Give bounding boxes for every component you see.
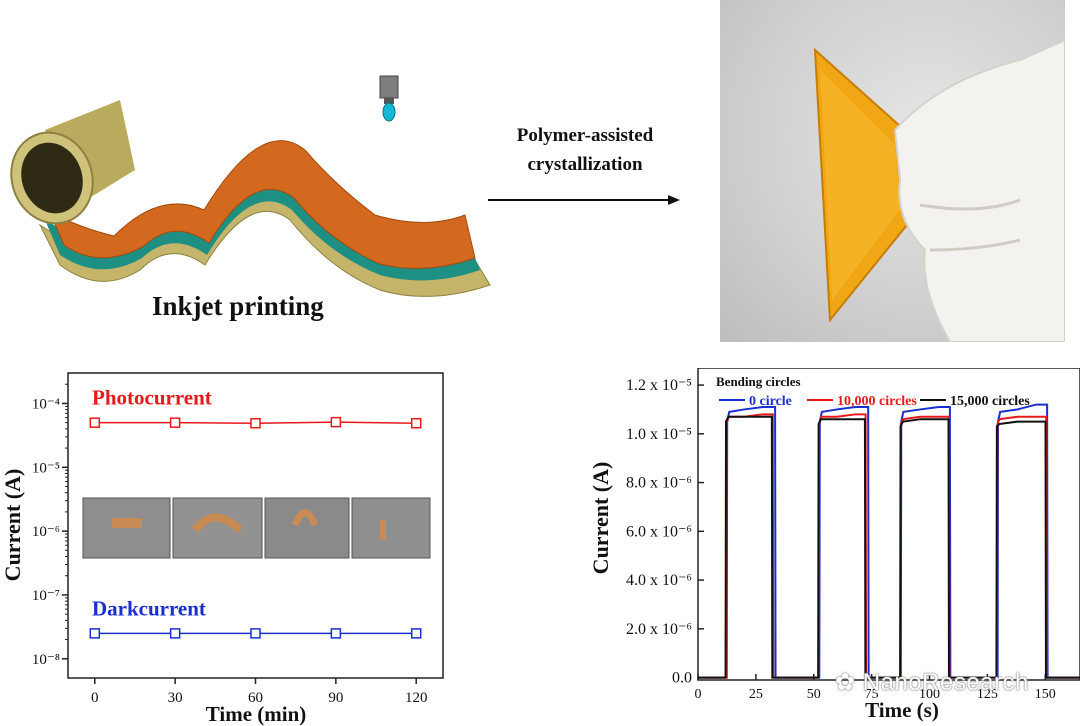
chart1-point	[250, 417, 261, 429]
inkjet-printing-illustration	[10, 75, 491, 297]
chart2-ytick-label: 1.0 x 10⁻⁵	[626, 426, 692, 443]
bending-photos-inset	[82, 497, 431, 559]
chart1-ytick-label: 10⁻⁴	[32, 396, 60, 412]
chart1-series-label-1: Darkcurrent	[92, 596, 206, 620]
roller-hole	[21, 142, 83, 214]
chart1-point	[410, 628, 422, 639]
chart2-ytick-label: 4.0 x 10⁻⁶	[626, 572, 692, 589]
chart1-xtick-label: 60	[248, 690, 263, 706]
chart2-legend-label-0: 0 circle	[749, 394, 792, 409]
chart2-xtick-label: 150	[1035, 687, 1056, 702]
chart2-xtick-label: 125	[977, 687, 998, 702]
chart1-point	[89, 417, 101, 428]
chart2-plot-frame	[697, 368, 1080, 681]
chart1-point	[169, 417, 181, 428]
chart2-xlabel: Time (s)	[865, 698, 939, 722]
watermark-text: NanoResearch	[862, 669, 1029, 696]
chart1-point	[89, 628, 101, 639]
chart2-legend-label-1: 10,000 circles	[837, 394, 917, 409]
arrow-label-line2: crystallization	[527, 154, 643, 175]
chart1-xtick-label: 90	[328, 690, 343, 706]
chart2-xtick-label: 50	[807, 687, 821, 702]
inset-photo-3	[264, 497, 350, 559]
bending-chart: 0 25 50 75 100 125 150 0.0 2.0 x 10⁻⁶ 4.0 x 10⁻⁶ 6…	[590, 368, 1080, 722]
chart2-legend-label-2: 15,000 circles	[950, 394, 1030, 409]
chart1-xtick-label: 0	[91, 690, 99, 706]
chart2-xtick-label: 0	[695, 687, 702, 702]
chart1-point	[169, 628, 181, 639]
inkjet-nozzle	[379, 75, 399, 99]
chart1-point	[330, 416, 342, 428]
chart1-ytick-label: 10⁻⁸	[32, 652, 60, 668]
inset-photo-4	[351, 497, 431, 559]
chart1-point	[330, 628, 342, 639]
chart1-series-label-0: Photocurrent	[92, 386, 212, 410]
chart2-ytick-label: 0.0	[672, 670, 692, 687]
chart2-xtick-label: 100	[919, 687, 940, 702]
chart1-ytick-label: 10⁻⁵	[32, 460, 60, 476]
chart1-ytick-label: 10⁻⁷	[32, 588, 60, 604]
process-arrow	[488, 195, 680, 205]
chart1-xtick-label: 30	[168, 690, 183, 706]
flexible-film-photo	[720, 0, 1065, 342]
arrow-label-line1: Polymer-assisted	[516, 125, 654, 146]
chart2-ytick-label: 8.0 x 10⁻⁶	[626, 475, 692, 492]
chart1-point	[410, 417, 422, 429]
nozzle-tip	[384, 98, 394, 104]
chart2-ytick-label: 1.2 x 10⁻⁵	[626, 377, 692, 394]
orange-film-layer	[48, 140, 476, 269]
watermark-icon: ✿	[835, 669, 863, 696]
stability-chart: 0 30 60 90 120 10⁻⁸ 10⁻⁷ 10⁻⁶ 10⁻⁵ 10⁻⁴ Photocurr…	[0, 372, 444, 726]
chart2-xtick-label: 75	[865, 687, 879, 702]
gloved-hand	[893, 38, 1065, 342]
inkjet-printing-label: Inkjet printing	[152, 291, 324, 321]
chart1-xtick-label: 120	[405, 690, 428, 706]
chart2-ylabel: Current (A)	[590, 462, 613, 575]
chart1-ytick-label: 10⁻⁶	[32, 524, 60, 540]
ink-droplet	[382, 102, 396, 122]
chart1-point	[250, 628, 261, 639]
watermark: ✿ NanoResearch	[835, 668, 1029, 697]
chart2-ytick-label: 6.0 x 10⁻⁶	[626, 523, 692, 540]
chart2-ytick-label: 2.0 x 10⁻⁶	[626, 621, 692, 638]
chart2-legend-title: Bending circles	[716, 374, 801, 389]
arrow-label: Polymer-assisted crystallization	[470, 121, 700, 179]
chart1-ylabel: Current (A)	[0, 469, 25, 582]
chart2-series-line-2	[698, 415, 1080, 679]
inset-photo-2	[172, 497, 263, 559]
chart2-xtick-label: 25	[749, 687, 763, 702]
chart1-xlabel: Time (min)	[206, 702, 307, 726]
